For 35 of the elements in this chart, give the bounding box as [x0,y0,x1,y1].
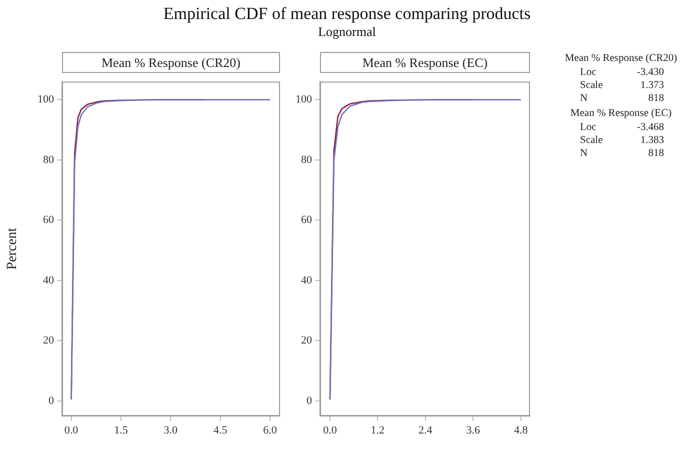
x-tick-label: 4.8 [514,424,528,436]
y-tick-label: 0 [48,394,54,407]
y-tick-label: 40 [43,274,54,286]
chart-title: Mean % Response (EC) [320,52,530,73]
text: Lognormal [317,24,377,40]
y-tick-label: 80 [301,154,312,166]
x-tick-label: 3.0 [164,424,178,436]
y-tick-label: 40 [301,274,312,286]
text: Mean % Response (CR20) [564,52,678,66]
text: N 818 [580,148,664,159]
y-tick-label: 0 [306,394,312,407]
x-tick-label: 1.2 [370,424,385,436]
text: Loc -3.430 [580,67,664,78]
text: Scale 1.383 [580,135,664,146]
text: N 818 [580,93,664,104]
x-tick-label: 0.0 [323,424,338,436]
text: Loc -3.468 [580,122,664,133]
x-tick-label: 2.4 [418,424,433,436]
x-tick-label: 1.5 [114,424,128,436]
chart-title: Mean % Response (CR20) [62,52,280,73]
y-tick-label: 60 [43,214,54,226]
x-tick-label: 4.5 [213,424,228,436]
x-tick-label: 3.6 [466,424,480,436]
y-tick-label: 100 [38,94,54,106]
y-tick-label: 20 [43,334,54,347]
y-tick-label: 80 [43,154,54,166]
text: Empirical CDF of mean response comparing products [162,4,532,24]
y-axis-title: Percent [5,228,20,270]
text: Mean % Response (EC) [569,107,673,121]
x-tick-label: 6.0 [263,424,278,436]
y-tick-label: 20 [301,334,312,347]
y-tick-label: 100 [296,94,312,106]
text: Scale 1.373 [580,80,664,91]
x-tick-label: 0.0 [64,424,79,436]
y-tick-label: 60 [301,214,312,226]
